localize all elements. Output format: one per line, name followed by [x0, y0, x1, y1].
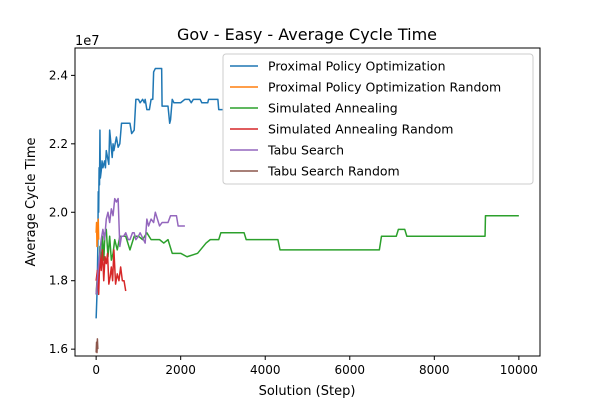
chart-title: Gov - Easy - Average Cycle Time: [177, 25, 437, 44]
x-axis-label: Solution (Step): [259, 384, 356, 399]
series-line-2: [95, 218, 100, 248]
y-axis-offset-label: 1e7: [75, 34, 100, 49]
legend-label: Simulated Annealing Random: [268, 122, 453, 137]
y-axis-label: Average Cycle Time: [24, 138, 39, 267]
legend-label: Tabu Search Random: [267, 164, 400, 179]
x-tick-label: 8000: [419, 363, 450, 377]
legend-label: Simulated Annealing: [268, 101, 398, 116]
x-axis-ticks: 0 2000 4000 6000 8000 10000: [92, 356, 538, 377]
series-line-5: [95, 197, 185, 295]
x-tick-label: 6000: [334, 363, 365, 377]
legend-label: Tabu Search: [267, 143, 344, 158]
legend-label: Proximal Policy Optimization Random: [268, 80, 501, 95]
x-tick-label: 10000: [500, 363, 538, 377]
legend: Proximal Policy Optimization Proximal Pol…: [222, 53, 534, 185]
plot-area: [74, 47, 541, 357]
series-line-6: [95, 338, 99, 354]
x-tick-label: 0: [92, 363, 100, 377]
x-tick-label: 2000: [165, 363, 196, 377]
legend-frame: [222, 53, 534, 185]
series-line-4: [95, 249, 127, 296]
y-tick-label: 2.4: [49, 68, 68, 82]
plot-frame: [74, 47, 541, 357]
series-layer: [95, 67, 519, 354]
y-tick-label: 1.6: [49, 342, 68, 356]
series-line-1: [95, 67, 223, 319]
legend-label: Proximal Policy Optimization: [268, 59, 446, 74]
x-tick-label: 4000: [250, 363, 281, 377]
y-tick-label: 2.0: [49, 205, 68, 219]
y-tick-label: 2.2: [49, 137, 68, 151]
y-axis-ticks: 1.6 1.8 2.0 2.2 2.4: [49, 68, 75, 356]
y-tick-label: 1.8: [49, 274, 68, 288]
